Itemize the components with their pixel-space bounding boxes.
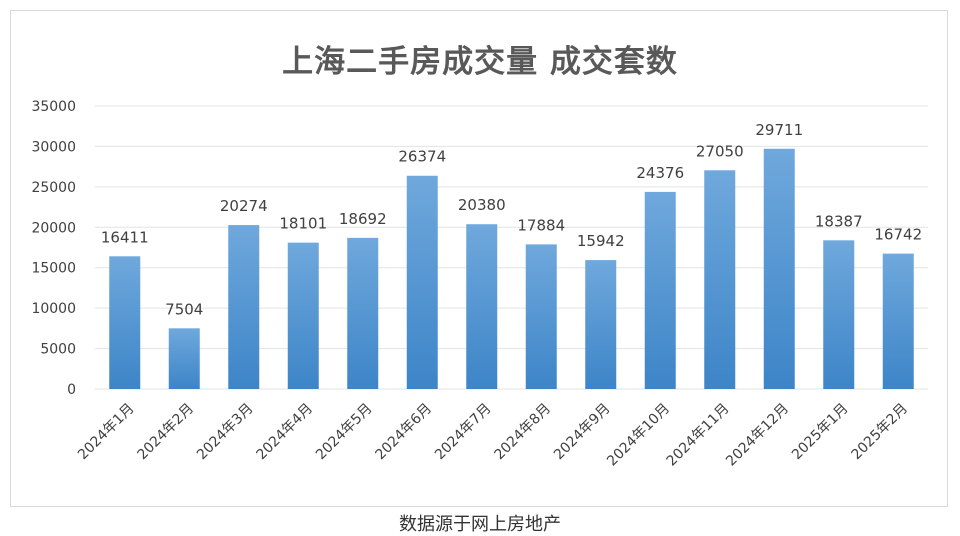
bar <box>644 191 676 389</box>
x-tick-label: 2024年12月 <box>723 401 792 470</box>
x-tick-label: 2024年5月 <box>313 401 376 464</box>
data-label: 15942 <box>577 232 625 250</box>
source-note: 数据源于网上房地产 <box>399 514 561 535</box>
y-tick-label: 20000 <box>31 220 76 236</box>
y-tick-label: 35000 <box>31 99 76 115</box>
x-tick-label: 2024年10月 <box>604 401 673 470</box>
x-tick-label: 2024年6月 <box>372 401 435 464</box>
bar <box>406 175 438 389</box>
bar <box>168 328 200 389</box>
y-tick-label: 5000 <box>40 342 76 358</box>
y-tick-label: 15000 <box>31 261 76 277</box>
data-label: 18692 <box>339 210 387 228</box>
gridlines <box>95 105 928 390</box>
bar <box>763 148 795 389</box>
y-axis-ticks: 0 5000 10000 15000 20000 25000 30000 35000 <box>31 99 76 398</box>
data-label: 18387 <box>815 212 863 230</box>
data-label: 26374 <box>398 148 446 166</box>
bar <box>525 244 557 389</box>
bar <box>466 224 498 389</box>
bar <box>585 260 617 389</box>
data-label: 20380 <box>458 196 506 214</box>
y-tick-label: 0 <box>67 382 76 398</box>
bar <box>347 237 379 389</box>
x-tick-label: 2024年8月 <box>491 401 554 464</box>
x-tick-label: 2024年3月 <box>194 401 257 464</box>
data-label: 27050 <box>696 142 744 160</box>
bar <box>704 170 736 389</box>
x-tick-label: 2024年2月 <box>134 401 197 464</box>
data-label: 29711 <box>755 121 803 139</box>
bars <box>109 148 914 389</box>
data-label: 17884 <box>517 216 565 234</box>
y-tick-label: 30000 <box>31 139 76 155</box>
x-tick-label: 2025年1月 <box>789 401 852 464</box>
x-axis-ticks: 2024年1月2024年2月2024年3月2024年4月2024年5月2024年… <box>75 401 911 470</box>
bar <box>882 253 914 389</box>
data-label: 7504 <box>165 300 203 318</box>
bar <box>228 225 260 389</box>
data-label: 18101 <box>279 215 327 233</box>
x-tick-label: 2024年11月 <box>664 401 733 470</box>
data-label: 16742 <box>874 226 922 244</box>
bar <box>287 242 319 389</box>
data-label: 24376 <box>636 164 684 182</box>
data-label: 20274 <box>220 197 268 215</box>
y-tick-label: 10000 <box>31 301 76 317</box>
chart-title: 上海二手房成交量 成交套数 <box>282 44 678 80</box>
bar <box>109 256 141 389</box>
x-tick-label: 2025年2月 <box>848 401 911 464</box>
x-tick-label: 2024年4月 <box>253 401 316 464</box>
data-labels: 16411 7504 20274 18101 18692 26374 20380 17884 1… <box>101 121 922 319</box>
bar <box>823 240 855 389</box>
x-tick-label: 2024年9月 <box>551 401 614 464</box>
y-tick-label: 25000 <box>31 180 76 196</box>
x-tick-label: 2024年1月 <box>75 401 138 464</box>
x-tick-label: 2024年7月 <box>432 401 495 464</box>
bar-chart: 0 5000 10000 15000 20000 25000 30000 35000 1641… <box>31 99 928 470</box>
data-label: 16411 <box>101 228 149 246</box>
